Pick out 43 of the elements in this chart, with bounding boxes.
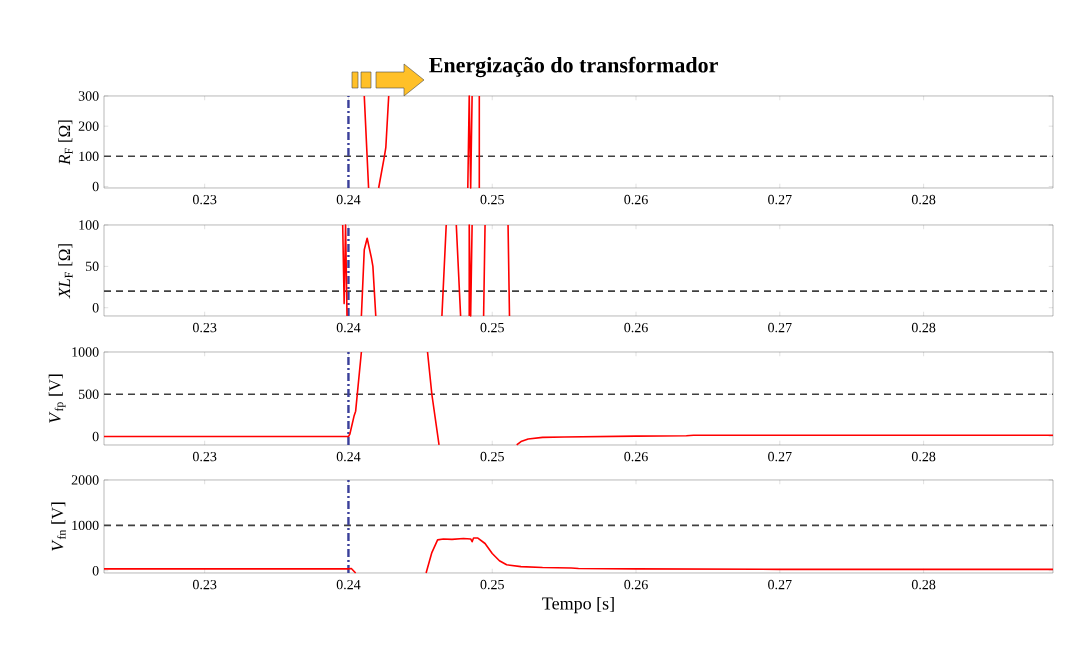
x-tick-label: 0.25: [480, 194, 504, 205]
x-tick-label: 0.28: [911, 451, 936, 462]
y-tick-label: 0: [92, 431, 99, 442]
x-axis-title: Tempo [s]: [542, 596, 614, 614]
x-tick-label: 0.24: [336, 451, 361, 462]
y-tick-label: 0: [92, 302, 99, 313]
y-axis-title: R$_{F}$ [Ω]: [58, 120, 73, 165]
x-tick-label: 0.25: [480, 579, 504, 590]
text: Energização do transformador: [429, 56, 718, 78]
x-tick-label: 0.26: [624, 322, 648, 333]
y-axis-title: V$_{fp}$ [V]: [48, 374, 66, 423]
x-tick-label: 0.26: [624, 451, 648, 462]
x-tick-label: 0.26: [624, 579, 648, 590]
y-axis-title: V$_{fn}$ [V]: [51, 502, 66, 551]
y-tick-label: 0: [92, 565, 99, 576]
y-tick-label: 500: [78, 389, 99, 399]
y-tick-label: 1000: [72, 347, 99, 357]
x-tick-label: 0.25: [480, 322, 504, 333]
y-tick-label: 50: [85, 261, 99, 272]
y-tick-label: 100: [79, 220, 99, 230]
x-tick-label: 0.23: [192, 451, 217, 462]
x-tick-label: 0.24: [336, 322, 361, 333]
x-tick-label: 0.23: [192, 579, 217, 590]
x-tick-label: 0.25: [480, 451, 504, 462]
x-tick-label: 0.24: [336, 194, 361, 205]
y-tick-label: 300: [78, 91, 99, 101]
x-tick-label: 0.28: [911, 194, 936, 205]
y-tick-label: 1000: [72, 520, 99, 531]
x-tick-label: 0.24: [336, 579, 361, 590]
y-tick-label: 100: [79, 151, 99, 162]
y-axis-title: XL$_{F}$ [Ω]: [58, 244, 73, 299]
x-tick-label: 0.23: [192, 322, 217, 333]
x-tick-label: 0.27: [768, 579, 792, 590]
x-tick-label: 0.27: [768, 322, 792, 333]
x-tick-label: 0.27: [768, 451, 792, 462]
x-tick-label: 0.23: [192, 194, 217, 205]
x-tick-label: 0.28: [911, 579, 936, 590]
y-tick-label: 200: [78, 121, 99, 131]
x-tick-label: 0.26: [624, 194, 648, 205]
x-tick-label: 0.28: [911, 322, 936, 333]
x-tick-label: 0.27: [768, 194, 792, 205]
y-tick-label: 2000: [71, 475, 99, 485]
y-tick-label: 0: [92, 181, 99, 192]
